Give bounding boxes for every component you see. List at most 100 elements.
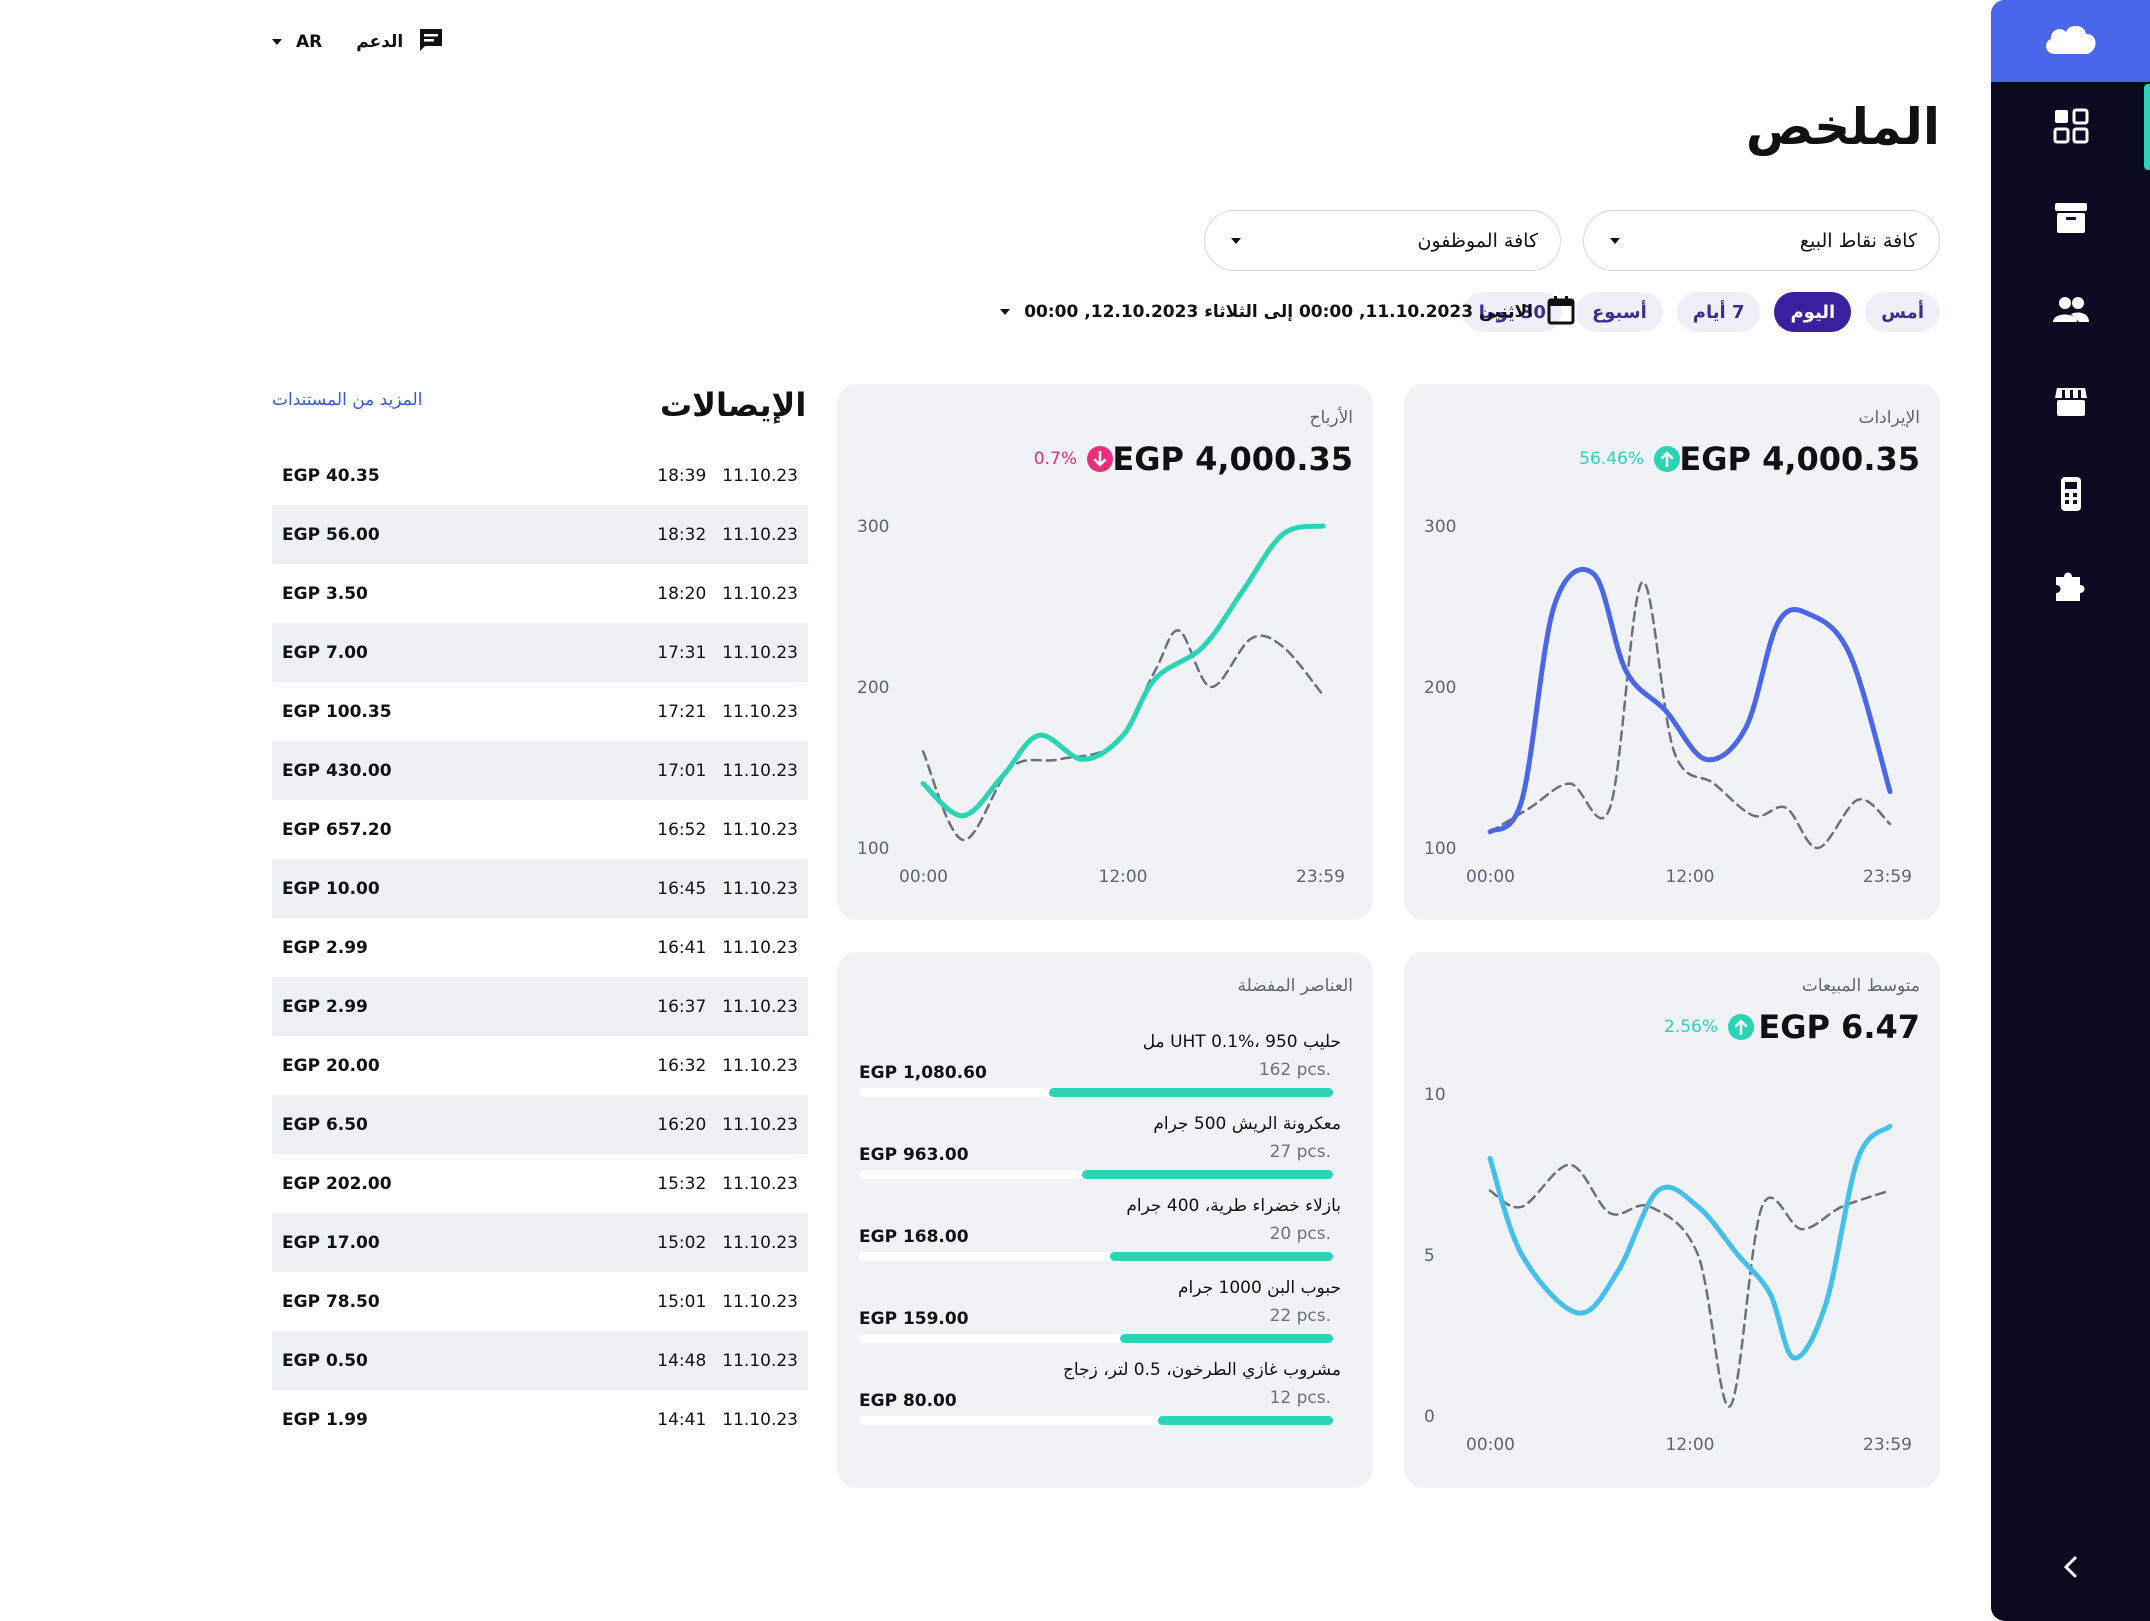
- receipt-row[interactable]: EGP 100.35 17:21 11.10.23: [272, 682, 808, 741]
- receipt-row[interactable]: EGP 78.50 15:01 11.10.23: [272, 1272, 808, 1331]
- employees-select[interactable]: كافة الموظفون: [1204, 210, 1561, 271]
- receipt-datetime: 16:20 11.10.23: [657, 1115, 798, 1135]
- sidebar-item-terminal[interactable]: [1991, 464, 2150, 528]
- avg-sales-value: EGP 6.47: [1758, 1008, 1920, 1046]
- date-range-picker[interactable]: الاثنين 11.10.2023, 00:00 إلى الثلاثاء 1…: [1000, 292, 1575, 332]
- receipt-time: 15:02: [657, 1232, 707, 1253]
- receipt-row[interactable]: EGP 7.00 17:31 11.10.23: [272, 623, 808, 682]
- favorite-bar-track: [859, 1252, 1333, 1261]
- favorites-title: العناصر المفضلة: [1237, 976, 1353, 996]
- favorite-name: معكرونة الريش 500 جرام: [1153, 1114, 1341, 1134]
- period-30-days[interactable]: 30 يوما: [1462, 292, 1562, 332]
- receipt-amount: EGP 20.00: [282, 1055, 380, 1076]
- receipt-row[interactable]: EGP 3.50 18:20 11.10.23: [272, 564, 808, 623]
- store-icon: [2053, 384, 2089, 424]
- language-selector[interactable]: AR: [296, 32, 323, 52]
- receipt-row[interactable]: EGP 17.00 15:02 11.10.23: [272, 1213, 808, 1272]
- receipt-row[interactable]: EGP 2.99 16:41 11.10.23: [272, 918, 808, 977]
- y-tick-label: 300: [857, 517, 889, 537]
- receipt-time: 18:32: [657, 524, 707, 545]
- revenue-title: الإيرادات: [1858, 408, 1920, 428]
- receipt-amount: EGP 10.00: [282, 878, 380, 899]
- favorite-item[interactable]: حليب UHT 0.1%، 950 مل 162 pcs. EGP 1,080…: [859, 1032, 1353, 1104]
- chevron-down-icon: [1610, 237, 1620, 244]
- receipt-date: 11.10.23: [722, 1173, 798, 1194]
- receipt-time: 16:41: [657, 937, 707, 958]
- x-tick-label: 00:00: [899, 867, 948, 887]
- receipt-row[interactable]: EGP 1.99 14:41 11.10.23: [272, 1390, 808, 1449]
- favorite-item[interactable]: حبوب البن 1000 جرام 22 pcs. EGP 159.00: [859, 1278, 1353, 1350]
- arrow-down-icon: [1087, 446, 1113, 472]
- favorite-amount: EGP 80.00: [859, 1391, 957, 1411]
- sidebar-item-integrations[interactable]: [1991, 556, 2150, 620]
- receipt-time: 15:01: [657, 1291, 707, 1312]
- receipt-datetime: 16:37 11.10.23: [657, 997, 798, 1017]
- receipt-datetime: 16:32 11.10.23: [657, 1056, 798, 1076]
- period-week[interactable]: أسبوع: [1575, 292, 1663, 332]
- favorite-item[interactable]: معكرونة الريش 500 جرام 27 pcs. EGP 963.0…: [859, 1114, 1353, 1186]
- period-today[interactable]: اليوم: [1774, 292, 1852, 332]
- series-line-previous: [921, 629, 1325, 842]
- receipt-time: 18:39: [657, 465, 707, 486]
- pos-terminal-icon: [2056, 475, 2086, 517]
- receipt-row[interactable]: EGP 6.50 16:20 11.10.23: [272, 1095, 808, 1154]
- sidebar: [1991, 0, 2150, 1621]
- arrow-up-icon: [1654, 446, 1680, 472]
- more-documents-link[interactable]: المزيد من المستندات: [272, 390, 423, 410]
- favorite-amount: EGP 1,080.60: [859, 1063, 987, 1083]
- series-line-current: [920, 523, 1326, 819]
- receipt-row[interactable]: EGP 657.20 16:52 11.10.23: [272, 800, 808, 859]
- profit-chart: 100 200 300 00:00 12:00 23:59: [857, 517, 1345, 887]
- sidebar-item-users[interactable]: [1991, 280, 2150, 344]
- receipt-datetime: 15:02 11.10.23: [657, 1233, 798, 1253]
- employees-select-value: كافة الموظفون: [1417, 229, 1538, 252]
- profit-title: الأرباح: [1309, 408, 1353, 428]
- receipt-time: 18:20: [657, 583, 707, 604]
- pos-select-value: كافة نقاط البيع: [1799, 229, 1917, 252]
- sidebar-item-archive[interactable]: [1991, 188, 2150, 252]
- receipt-row[interactable]: EGP 202.00 15:32 11.10.23: [272, 1154, 808, 1213]
- period-yesterday[interactable]: أمس: [1865, 292, 1940, 332]
- x-tick-label: 12:00: [1666, 1435, 1715, 1455]
- favorite-item[interactable]: مشروب غازي الطرخون، 0.5 لتر، زجاج 12 pcs…: [859, 1360, 1353, 1432]
- favorite-item[interactable]: بازلاء خضراء طرية، 400 جرام 20 pcs. EGP …: [859, 1196, 1353, 1268]
- receipt-amount: EGP 40.35: [282, 465, 380, 486]
- receipt-row[interactable]: EGP 0.50 14:48 11.10.23: [272, 1331, 808, 1390]
- receipt-row[interactable]: EGP 20.00 16:32 11.10.23: [272, 1036, 808, 1095]
- receipt-date: 11.10.23: [722, 701, 798, 722]
- avg-sales-change-value: 2.56%: [1663, 1017, 1718, 1037]
- x-tick-label: 12:00: [1666, 867, 1715, 887]
- receipt-datetime: 16:41 11.10.23: [657, 938, 798, 958]
- receipt-row[interactable]: EGP 2.99 16:37 11.10.23: [272, 977, 808, 1036]
- pos-select[interactable]: كافة نقاط البيع: [1583, 210, 1940, 271]
- date-range-text: الاثنين 11.10.2023, 00:00 إلى الثلاثاء 1…: [1024, 302, 1533, 322]
- sidebar-collapse-button[interactable]: [1991, 1547, 2150, 1591]
- receipt-time: 14:48: [657, 1350, 707, 1371]
- period-7-days[interactable]: 7 أيام: [1676, 292, 1761, 332]
- receipt-amount: EGP 56.00: [282, 524, 380, 545]
- receipt-time: 16:52: [657, 819, 707, 840]
- favorite-bar-fill: [1081, 1170, 1333, 1179]
- receipt-datetime: 18:39 11.10.23: [657, 466, 798, 486]
- receipt-datetime: 17:21 11.10.23: [657, 702, 798, 722]
- support-link[interactable]: الدعم: [356, 32, 404, 52]
- y-tick-label: 5: [1424, 1246, 1435, 1266]
- receipt-amount: EGP 6.50: [282, 1114, 368, 1135]
- favorites-card: العناصر المفضلة حليب UHT 0.1%، 950 مل 16…: [837, 952, 1373, 1488]
- favorite-bar-track: [859, 1088, 1333, 1097]
- receipt-row[interactable]: EGP 430.00 17:01 11.10.23: [272, 741, 808, 800]
- profit-change: 0.7%: [1034, 446, 1113, 472]
- receipt-date: 11.10.23: [722, 1055, 798, 1076]
- favorite-qty: 20 pcs.: [1269, 1224, 1331, 1244]
- receipt-date: 11.10.23: [722, 996, 798, 1017]
- cloud-logo-icon: [2041, 20, 2101, 62]
- language-dropdown-caret[interactable]: [272, 39, 282, 45]
- sidebar-item-dashboard[interactable]: [1991, 96, 2150, 160]
- chat-icon[interactable]: [417, 26, 445, 58]
- receipt-row[interactable]: EGP 56.00 18:32 11.10.23: [272, 505, 808, 564]
- receipt-row[interactable]: EGP 40.35 18:39 11.10.23: [272, 446, 808, 505]
- receipt-row[interactable]: EGP 10.00 16:45 11.10.23: [272, 859, 808, 918]
- sidebar-item-store[interactable]: [1991, 372, 2150, 436]
- receipt-amount: EGP 657.20: [282, 819, 392, 840]
- receipt-date: 11.10.23: [722, 1232, 798, 1253]
